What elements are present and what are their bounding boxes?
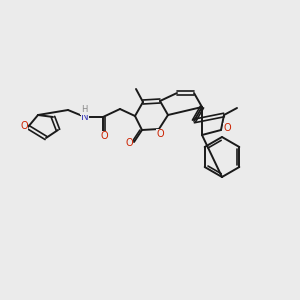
Text: O: O	[20, 121, 28, 131]
Text: O: O	[223, 123, 231, 133]
Text: O: O	[125, 138, 133, 148]
Text: O: O	[156, 129, 164, 139]
Text: O: O	[100, 131, 108, 141]
Text: H: H	[81, 106, 87, 115]
Text: N: N	[81, 112, 89, 122]
